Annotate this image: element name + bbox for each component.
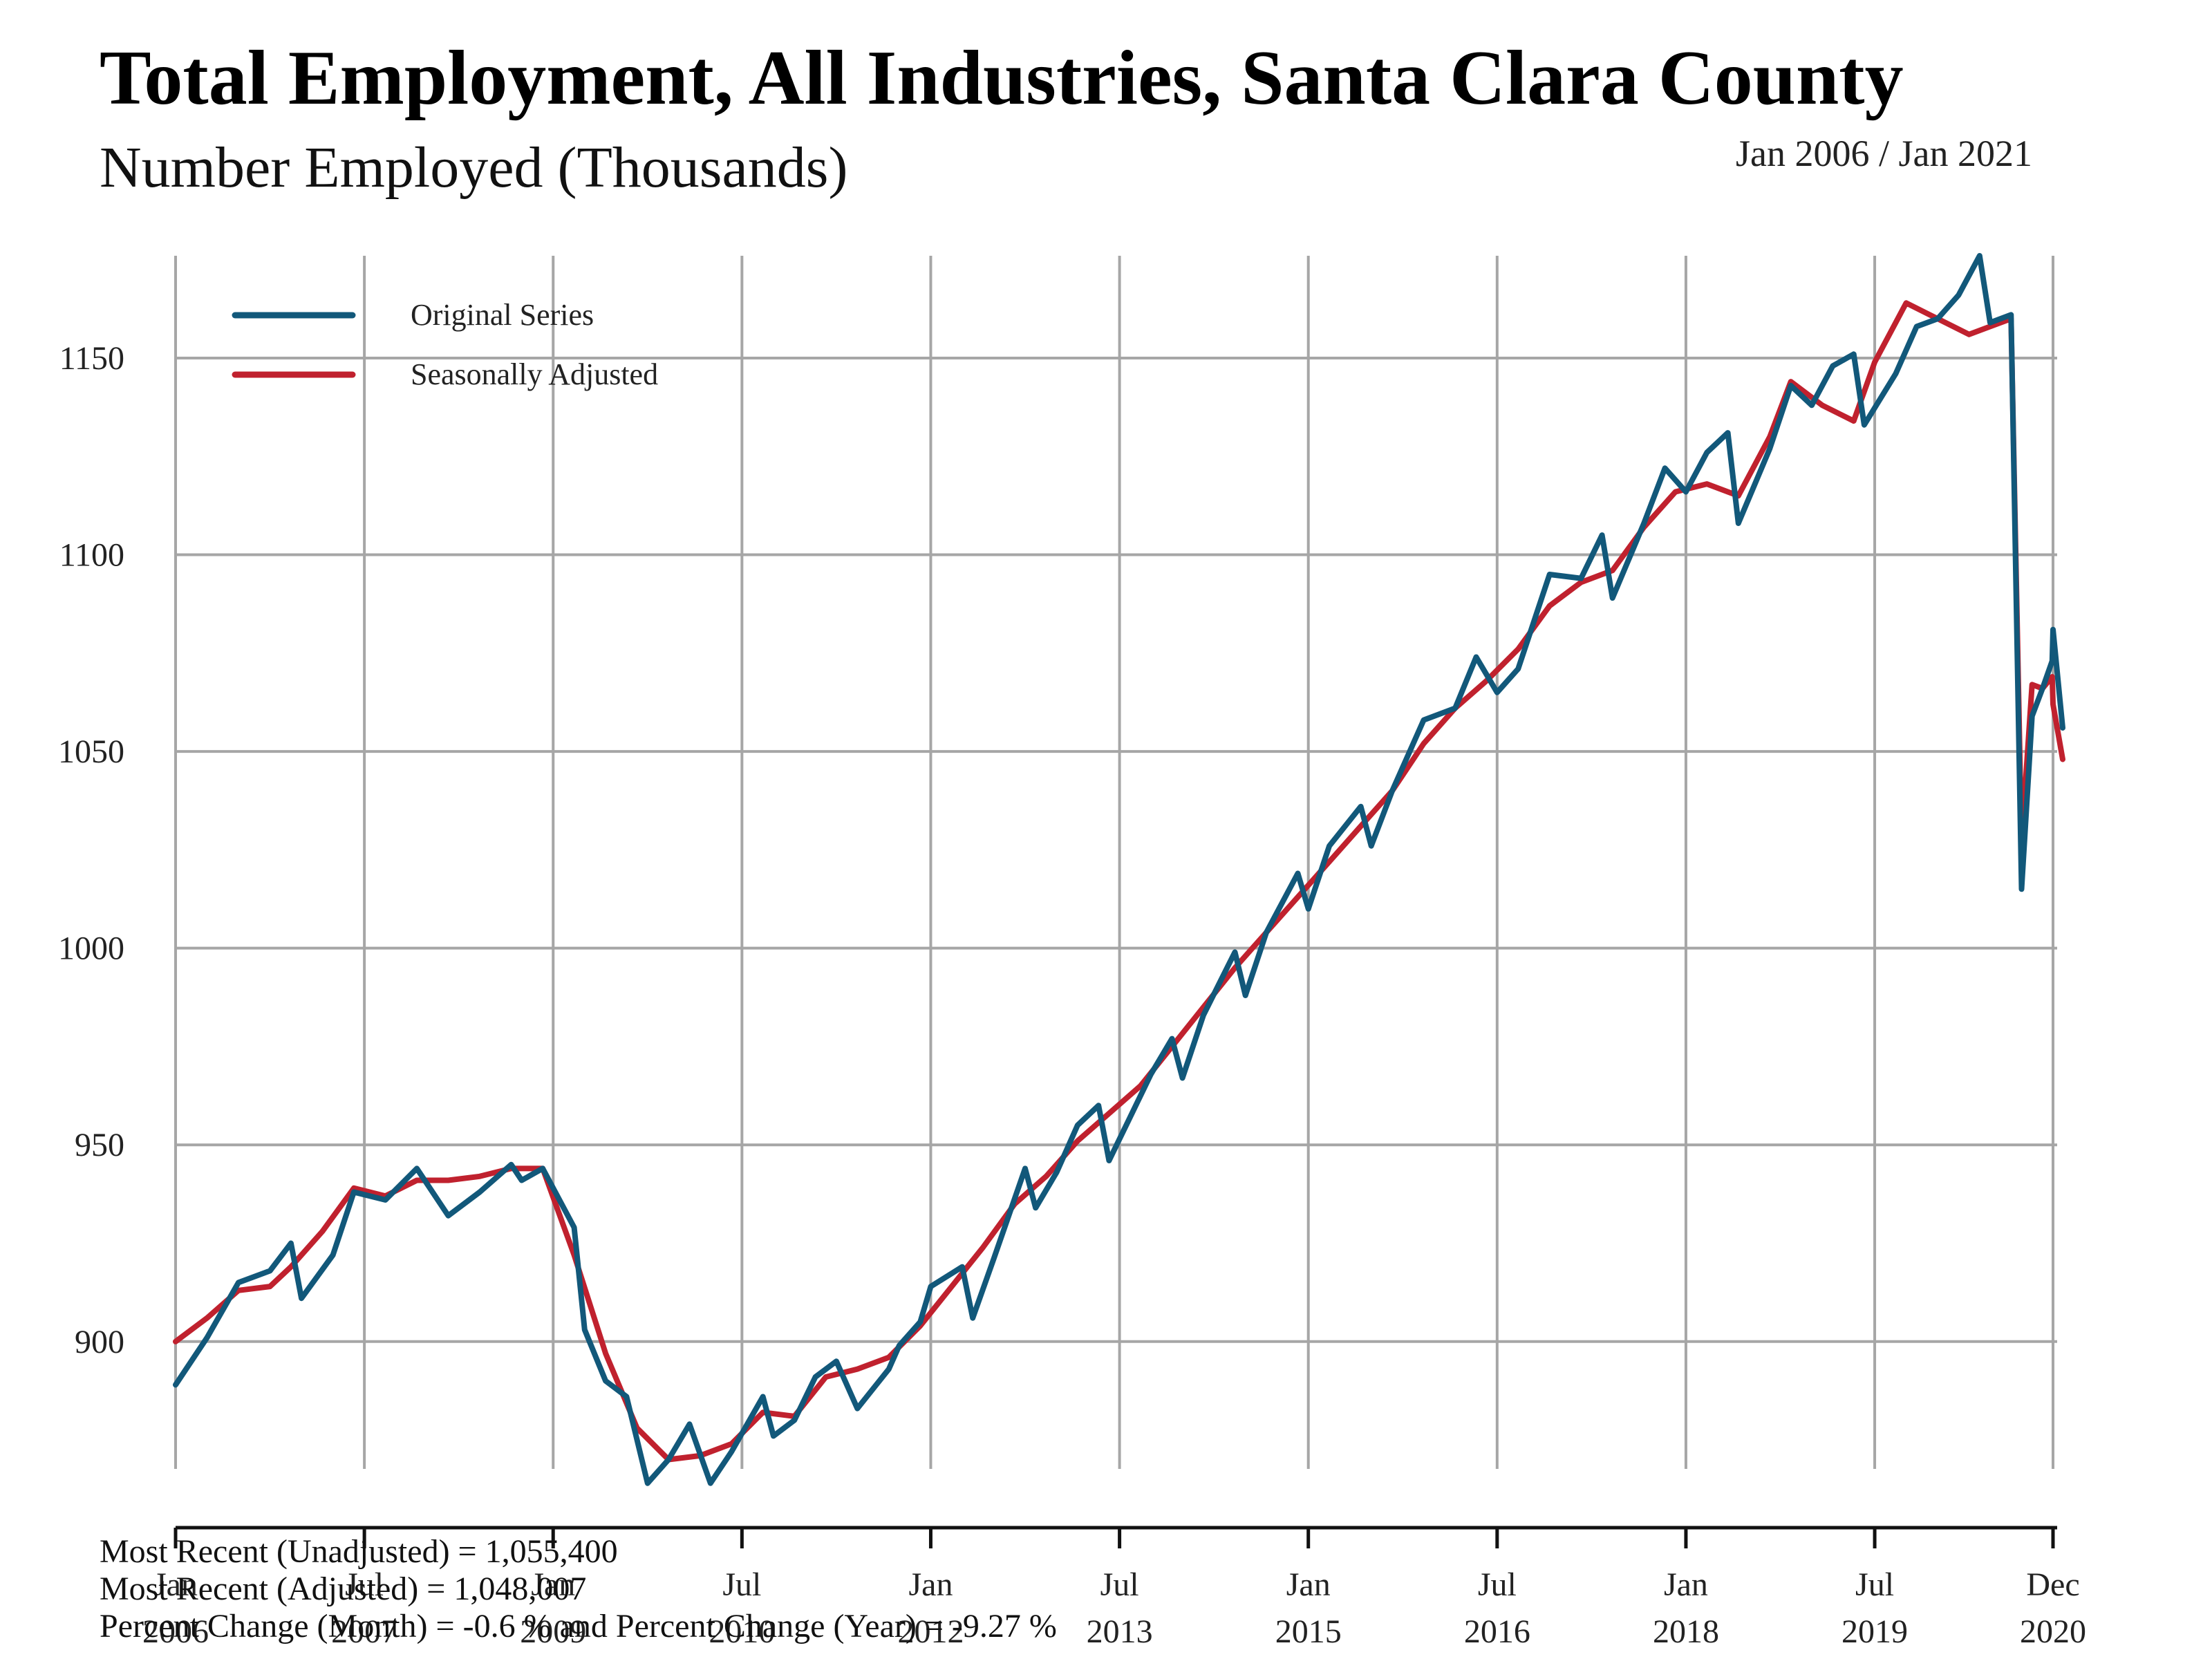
- x-tick-year: 2016: [1464, 1613, 1530, 1650]
- x-tick-month: Jan: [908, 1566, 953, 1603]
- x-tick-year: 2015: [1275, 1613, 1342, 1650]
- x-tick-year: 2013: [1087, 1613, 1153, 1650]
- x-tick-month: Jul: [1855, 1566, 1894, 1603]
- footer-most-recent-unadjusted: Most Recent (Unadjusted) = 1,055,400: [100, 1533, 618, 1570]
- y-tick-label: 950: [75, 1127, 124, 1163]
- y-tick-label: 1050: [58, 733, 124, 770]
- series-line-original: [173, 253, 2065, 1486]
- x-tick-month: Jan: [153, 1566, 198, 1603]
- x-tick-month: Jul: [1478, 1566, 1517, 1603]
- x-tick-year: 2007: [331, 1613, 397, 1650]
- x-tick-month: Jul: [722, 1566, 761, 1603]
- y-tick-label: 1100: [59, 537, 124, 574]
- x-tick-year: 2012: [897, 1613, 964, 1650]
- x-axis: Jan 2006 Jul 2007 Jan 2009 Jul 2010 Jan 2012 Jul 20…: [142, 1526, 2086, 1650]
- footer-percent-change: Percent Change (Month) = -0.6 % and Perc…: [100, 1608, 1057, 1644]
- footer-most-recent-adjusted: Most Recent (Adjusted) = 1,048,007: [100, 1571, 586, 1607]
- x-tick-month: Jan: [1664, 1566, 1708, 1603]
- x-tick-year: 2006: [142, 1613, 209, 1650]
- chart-subtitle: Number Employed (Thousands): [100, 135, 847, 200]
- x-tick-year: 2010: [709, 1613, 775, 1650]
- x-tick-year: 2009: [520, 1613, 586, 1650]
- y-tick-label: 1000: [58, 930, 124, 967]
- series-lines: [173, 253, 2065, 1486]
- date-range-label: Jan 2006 / Jan 2021: [1736, 133, 2032, 174]
- y-tick-label: 900: [75, 1324, 124, 1360]
- x-tick-month: Jan: [1286, 1566, 1331, 1603]
- y-axis-ticks: 900 950 1000 1050 1100 1150: [58, 340, 124, 1360]
- x-tick-year: 2018: [1653, 1613, 1719, 1650]
- x-tick-month: Jul: [1100, 1566, 1139, 1603]
- y-tick-label: 1150: [59, 340, 124, 377]
- legend-label-original: Original Series: [411, 298, 594, 332]
- x-tick-month: Dec: [2026, 1566, 2079, 1603]
- x-tick-year: 2020: [2020, 1613, 2086, 1650]
- x-tick-month: Jul: [345, 1566, 384, 1603]
- x-tick-year: 2019: [1841, 1613, 1908, 1650]
- legend: Original Series Seasonally Adjusted: [232, 298, 658, 391]
- legend-label-adjusted: Seasonally Adjusted: [411, 357, 658, 391]
- grid-lines: [174, 256, 2057, 1469]
- chart-title: Total Employment, All Industries, Santa …: [100, 35, 1904, 121]
- x-tick-month: Jan: [531, 1566, 575, 1603]
